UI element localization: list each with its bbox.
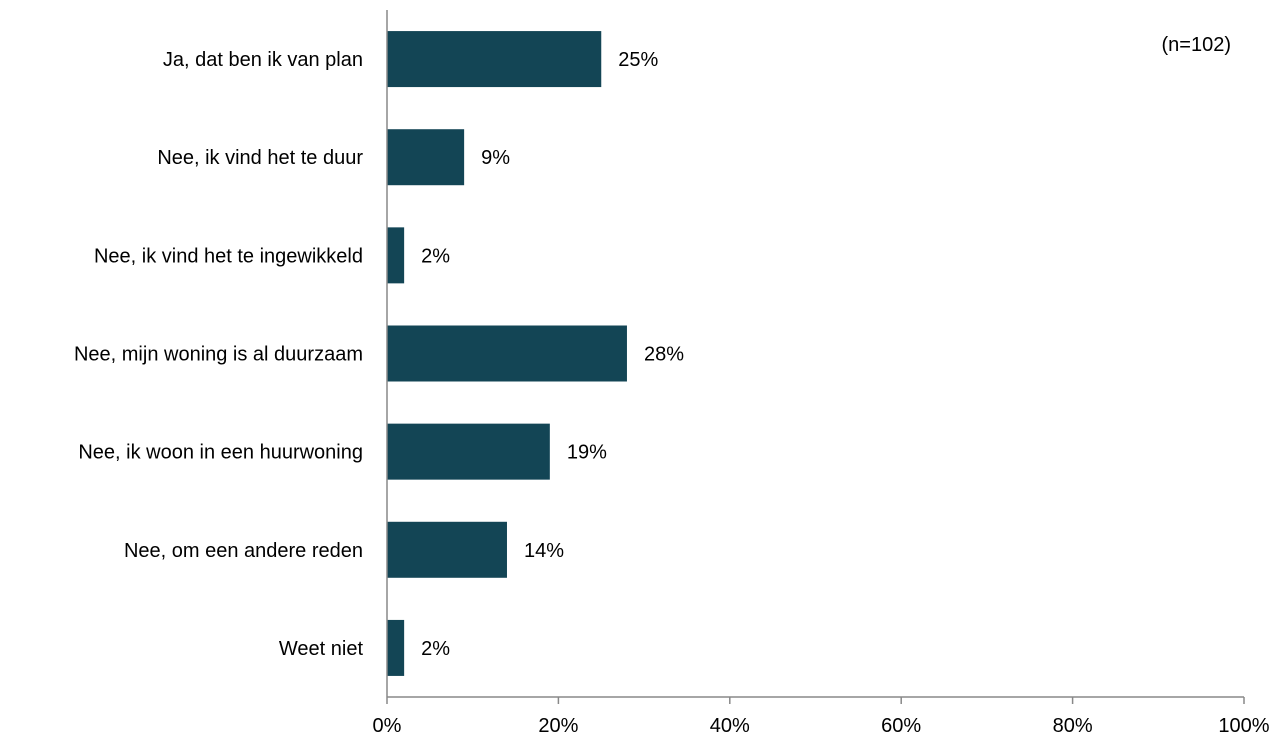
sample-size-note: (n=102) (1161, 34, 1232, 56)
bar (387, 129, 465, 186)
category-label: Weet niet (279, 638, 364, 660)
category-label: Nee, ik woon in een huurwoning (78, 442, 363, 464)
x-tick-label: 80% (1053, 715, 1093, 737)
x-tick-label: 40% (710, 715, 750, 737)
category-label: Ja, dat ben ik van plan (163, 49, 363, 71)
category-label: Nee, ik vind het te duur (157, 147, 363, 169)
bar (387, 227, 405, 284)
x-tick-label: 20% (538, 715, 578, 737)
data-label: 2% (421, 245, 450, 267)
bar (387, 325, 627, 382)
x-tick-label: 60% (881, 715, 921, 737)
x-tick-label: 0% (373, 715, 402, 737)
data-label: 25% (618, 49, 658, 71)
category-label: Nee, om een andere reden (124, 540, 363, 562)
data-label: 9% (481, 147, 510, 169)
category-label: Nee, ik vind het te ingewikkeld (94, 245, 363, 267)
bar (387, 31, 602, 88)
data-label: 28% (644, 344, 684, 366)
x-tick-label: 100% (1218, 715, 1269, 737)
data-label: 14% (524, 540, 564, 562)
category-label: Nee, mijn woning is al duurzaam (74, 344, 363, 366)
bar (387, 521, 507, 578)
data-label: 19% (567, 442, 607, 464)
bar (387, 423, 550, 480)
bar (387, 619, 405, 676)
data-label: 2% (421, 638, 450, 660)
